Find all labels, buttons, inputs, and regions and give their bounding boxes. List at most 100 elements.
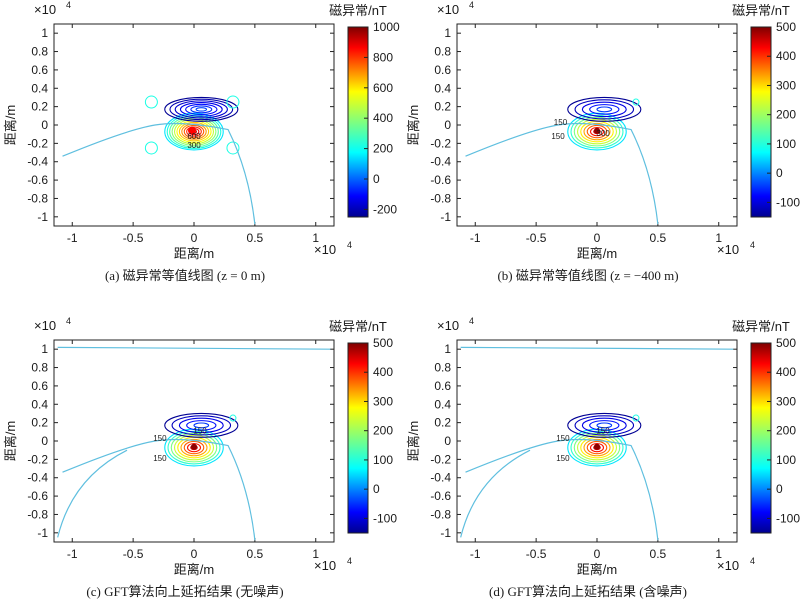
x-axis-label: 距离/m (174, 562, 214, 577)
positive-contour (183, 440, 205, 455)
x-exponent-power: 4 (750, 556, 755, 566)
colorbar-tick-label: 0 (776, 166, 783, 180)
y-tick-label: 0 (444, 434, 451, 448)
y-tick-label: -0.4 (27, 155, 48, 169)
edge-contour (460, 449, 531, 538)
y-tick-label: 0.6 (434, 63, 451, 77)
x-tick-label: -0.5 (526, 231, 547, 245)
x-exponent-label: ×10 (717, 558, 739, 573)
colorbar (347, 342, 369, 534)
y-tick-label: 0.4 (31, 397, 48, 411)
x-exponent-label: ×10 (717, 242, 739, 257)
y-exponent-power: 4 (469, 0, 474, 10)
y-tick-label: -0.8 (27, 507, 48, 521)
y-tick-label: 0.8 (434, 45, 451, 59)
y-tick-label: -0.6 (27, 489, 48, 503)
y-tick-label: 0.4 (434, 397, 451, 411)
positive-contour (583, 122, 611, 141)
y-tick-label: -0.2 (27, 136, 48, 150)
y-tick-label: -0.6 (430, 489, 451, 503)
y-tick-label: 0.2 (31, 100, 48, 114)
edge-contour (57, 346, 331, 350)
positive-contour (570, 430, 624, 465)
contour-label: 150 (556, 454, 570, 463)
x-tick-label: -1 (67, 547, 78, 561)
negative-contour (574, 415, 635, 436)
x-exponent-power: 4 (347, 556, 352, 566)
x-tick-label: 0.5 (247, 231, 264, 245)
colorbar-tick-label: -200 (373, 202, 397, 216)
x-axis-label: 距离/m (577, 246, 617, 261)
negative-contour (567, 96, 642, 122)
y-tick-label: -0.4 (430, 155, 451, 169)
x-tick-label: 1 (312, 547, 319, 561)
x-tick-label: 0.5 (650, 547, 667, 561)
y-tick-label: -1 (440, 526, 451, 540)
negative-contour (567, 412, 642, 438)
colorbar-tick-label: 500 (776, 20, 796, 34)
positive-contour (576, 118, 618, 145)
satellite-contour (144, 141, 158, 155)
colorbar-tick-label: -100 (776, 511, 800, 525)
peak-marker (188, 126, 196, 135)
colorbar (750, 26, 772, 218)
positive-contour (589, 126, 605, 137)
peak-marker (191, 443, 197, 450)
negative-contour (190, 105, 213, 114)
y-tick-label: 0.8 (434, 361, 451, 375)
colorbar-title: 磁异常/nT (732, 319, 790, 334)
x-exponent-power: 4 (347, 240, 352, 250)
y-tick-label: 1 (444, 26, 451, 40)
x-tick-label: -0.5 (123, 547, 144, 561)
y-exponent-label: ×10 (34, 318, 56, 333)
y-exponent-power: 4 (469, 316, 474, 326)
positive-contour (167, 430, 221, 465)
zero-contour (62, 438, 256, 541)
contour-label: 150 (193, 427, 207, 436)
colorbar (347, 26, 369, 218)
contour-label: 300 (187, 141, 201, 150)
y-tick-label: 0.4 (434, 81, 451, 95)
positive-contour (186, 442, 202, 453)
zero-contour (62, 122, 256, 225)
colorbar-tick-label: 400 (776, 365, 796, 379)
negative-contour (581, 417, 627, 434)
y-tick-label: -0.2 (27, 452, 48, 466)
contour-label: 150 (153, 454, 167, 463)
positive-contour (173, 434, 215, 461)
contour-label: 150 (153, 434, 167, 443)
colorbar-tick-label: 600 (373, 81, 393, 95)
peak-marker (594, 443, 600, 450)
y-exponent-power: 4 (66, 0, 71, 10)
satellite-contour (632, 414, 640, 422)
colorbar-tick-label: -100 (373, 511, 397, 525)
colorbar-tick-label: 100 (373, 453, 393, 467)
colorbar-tick-label: 500 (776, 336, 796, 350)
y-tick-label: 0.6 (434, 379, 451, 393)
x-axis-label: 距离/m (174, 246, 214, 261)
y-tick-label: -0.8 (430, 191, 451, 205)
negative-contour (193, 422, 210, 429)
x-tick-label: 0 (191, 231, 198, 245)
x-tick-label: 0 (594, 231, 601, 245)
y-tick-label: 0.2 (434, 100, 451, 114)
y-tick-label: 0.8 (31, 45, 48, 59)
x-tick-label: 0 (191, 547, 198, 561)
panel-b: -1 -0.5 0 0.5 1 1 0.8 0.6 0.4 0.2 0 -0.2 -0.4 -0.6 -0.… (406, 0, 800, 283)
panel-caption: (d) GFT算法向上延拓结果 (含噪声) (489, 584, 687, 599)
positive-contour (570, 114, 624, 149)
y-tick-label: -0.4 (430, 471, 451, 485)
y-axis-label: 距离/m (3, 105, 18, 145)
x-tick-label: 1 (715, 231, 722, 245)
satellite-contour (632, 98, 640, 106)
x-tick-label: 0 (594, 547, 601, 561)
y-tick-label: -0.2 (430, 452, 451, 466)
satellite-contour (229, 414, 237, 422)
x-tick-label: 1 (715, 547, 722, 561)
panel-caption: (a) 磁异常等值线图 (z = 0 m) (105, 268, 265, 283)
negative-contour (179, 102, 223, 117)
positive-contour (576, 434, 618, 461)
panel-c: -1 -0.5 0 0.5 1 1 0.8 0.6 0.4 0.2 0 -0.2 -0.4 -0.6 -0.… (3, 316, 397, 599)
negative-contour (589, 104, 620, 115)
colorbar-tick-label: 200 (776, 108, 796, 122)
